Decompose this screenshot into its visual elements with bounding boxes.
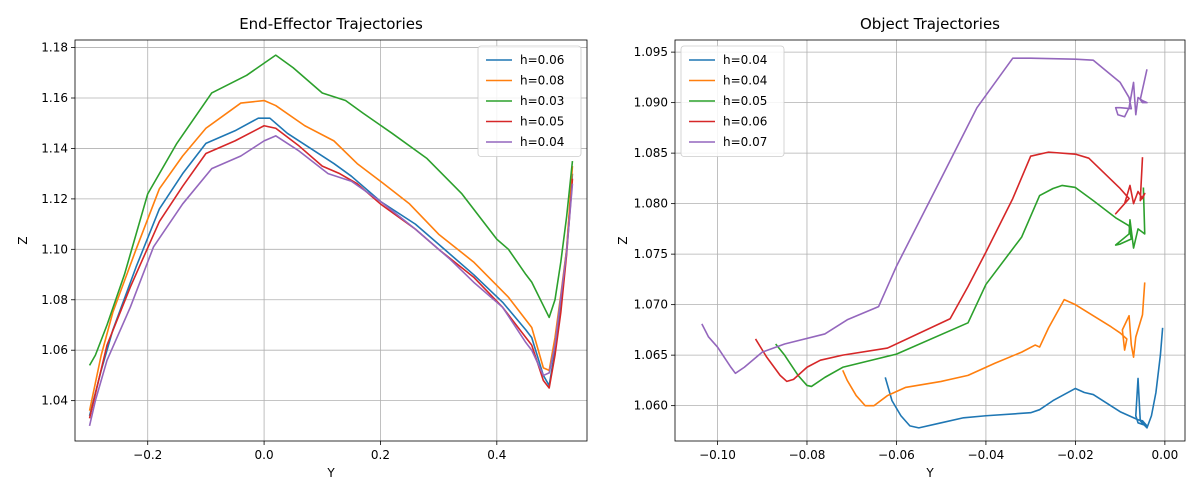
legend-label: h=0.03 (520, 94, 564, 108)
axes-frame (674, 39, 1186, 442)
x-tick-label: 0.0 (255, 448, 274, 462)
series-line-2 (775, 184, 1146, 388)
object-chart: Object Trajectories Y Z −0.10 −0.08 −0.06 −… (616, 15, 1186, 480)
series-line-1 (842, 282, 1146, 407)
legend-label: h=0.06 (520, 53, 564, 67)
end-effector-chart: End-Effector Trajectories Y Z −0.2 0.0 0.2… (16, 15, 588, 480)
y-tick-label: 1.08 (41, 293, 68, 307)
x-axis-label: Y (326, 466, 335, 480)
legend-label: h=0.08 (520, 74, 564, 88)
legend-label: h=0.04 (723, 74, 767, 88)
legend-label: h=0.04 (723, 53, 767, 67)
legend-box (680, 45, 785, 157)
x-tick-label: −0.10 (699, 448, 736, 462)
y-tick-label: 1.14 (41, 141, 68, 155)
x-tick-label: 0.00 (1152, 448, 1179, 462)
y-tick-label: 1.18 (41, 41, 68, 55)
y-tick-label: 1.070 (634, 298, 668, 312)
y-tick-label: 1.04 (41, 394, 68, 408)
legend-label: h=0.05 (520, 115, 564, 129)
series-line-0 (88, 117, 574, 416)
legend-label: h=0.04 (520, 135, 564, 149)
y-tick-label: 1.090 (634, 96, 668, 110)
series-line-4 (88, 135, 574, 427)
y-tick-label: 1.085 (634, 146, 668, 160)
legend-label: h=0.05 (723, 94, 767, 108)
x-tick-label: −0.06 (878, 448, 915, 462)
y-tick-label: 1.065 (634, 348, 668, 362)
y-tick-label: 1.10 (41, 242, 68, 256)
series-line-3 (754, 151, 1146, 383)
x-tick-label: −0.08 (789, 448, 826, 462)
series-line-2 (88, 54, 574, 366)
y-tick-label: 1.095 (634, 45, 668, 59)
series-group (88, 54, 574, 427)
series-line-4 (701, 57, 1148, 375)
legend-box (477, 45, 582, 157)
legend: h=0.04 h=0.04 h=0.05 h=0.06 h=0.07 (680, 45, 785, 157)
y-tick-label: 1.080 (634, 197, 668, 211)
y-tick-label: 1.075 (634, 247, 668, 261)
legend: h=0.06 h=0.08 h=0.03 h=0.05 h=0.04 (477, 45, 582, 157)
x-tick-label: −0.02 (1057, 448, 1094, 462)
x-axis-label: Y (925, 466, 934, 480)
y-tick-label: 1.060 (634, 399, 668, 413)
y-axis-label: Z (616, 236, 630, 244)
chart-title: End-Effector Trajectories (239, 15, 423, 33)
x-tick-label: −0.2 (133, 448, 162, 462)
y-axis-label: Z (16, 236, 30, 244)
legend-label: h=0.07 (723, 135, 767, 149)
x-tick-label: −0.04 (968, 448, 1005, 462)
axes-frame (74, 39, 588, 442)
x-tick-label: 0.2 (371, 448, 390, 462)
y-tick-label: 1.16 (41, 91, 68, 105)
x-tick-label: 0.4 (487, 448, 506, 462)
series-line-0 (884, 327, 1164, 429)
y-tick-label: 1.12 (41, 192, 68, 206)
chart-title: Object Trajectories (860, 15, 1000, 33)
y-tick-label: 1.06 (41, 343, 68, 357)
legend-label: h=0.06 (723, 115, 767, 129)
series-group (701, 57, 1164, 429)
